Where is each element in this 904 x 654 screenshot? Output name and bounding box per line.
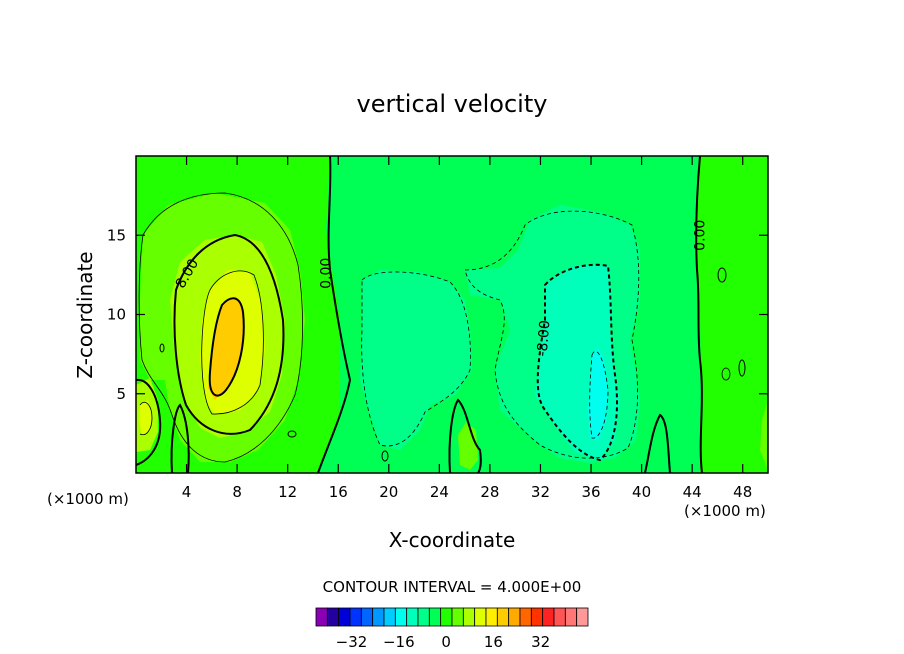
colorbar-swatch (542, 607, 555, 627)
colorbar-swatch (485, 607, 498, 627)
colorbar-tick-label: 32 (531, 633, 550, 651)
y-axis: 5 10 15 (107, 226, 768, 403)
contour-line-zero-lower-left (170, 403, 190, 474)
y-tick-label: 10 (107, 306, 126, 324)
x-tick-label: 20 (379, 483, 398, 501)
colorbar-swatch (428, 607, 442, 627)
x-axis: 4 8 12 16 20 24 28 32 36 40 44 48 (182, 156, 752, 501)
contour-line-pos12 (201, 270, 264, 415)
colorbar-swatch (576, 607, 589, 627)
field-region-neg12 (588, 348, 608, 440)
x-unit-right: (×1000 m) (684, 502, 766, 520)
colorbar-swatch (349, 607, 362, 627)
colorbar-swatch (508, 607, 521, 627)
field-region-neg4-left (360, 270, 472, 450)
colorbar-tick-label: −16 (383, 633, 415, 651)
contour-line-zero-left-lobe (135, 378, 162, 466)
colorbar-swatch (360, 607, 374, 627)
x-tick-label: 48 (733, 483, 752, 501)
contour-small-4 (287, 430, 297, 438)
x-tick-label: 24 (430, 483, 449, 501)
colorbar-swatch (394, 607, 408, 627)
contour-label: 0.00 (693, 220, 709, 251)
x-unit-left: (×1000 m) (47, 490, 129, 508)
x-tick-label: 40 (632, 483, 651, 501)
contour-line-left-lobe-core (139, 401, 153, 436)
contour-line-zero-mid-lobe (448, 398, 482, 474)
contour-line-pos8 (173, 233, 285, 435)
colorbar-swatch (451, 607, 464, 627)
contour-label: 0.00 (319, 258, 335, 289)
contour-line-zero-left (317, 155, 352, 474)
colorbar-tick-label: 0 (441, 633, 451, 651)
contour-line-neg8 (536, 263, 618, 462)
x-tick-label: 36 (581, 483, 600, 501)
contour-line-neg12 (589, 350, 609, 439)
colorbar-swatch (372, 607, 385, 627)
colorbar-swatch (383, 607, 396, 627)
colorbar-swatch (496, 607, 510, 627)
contour-line-zero-right (695, 155, 703, 474)
colorbar-swatch (564, 607, 578, 627)
x-tick-label: 44 (683, 483, 702, 501)
x-tick-label: 8 (232, 483, 242, 501)
contour-label: -8.00 (534, 320, 553, 357)
colorbar-swatch (338, 607, 351, 627)
contour-small-5 (381, 450, 389, 462)
negative-contours (361, 210, 640, 462)
y-tick-label: 5 (116, 385, 126, 403)
y-axis-label: Z-coordinate (73, 251, 97, 378)
x-tick-label: 12 (278, 483, 297, 501)
contour-line-zero-lower-right (644, 413, 671, 474)
x-tick-label: 4 (182, 483, 192, 501)
contour-line-neg4-right (464, 210, 640, 459)
contour-small-3 (738, 359, 746, 377)
colorbar-swatch (530, 607, 544, 627)
plot-area (135, 155, 769, 474)
colorbar-swatch (440, 607, 453, 627)
x-axis-label: X-coordinate (389, 528, 516, 552)
field-region-left-lobe-core (139, 400, 152, 436)
colorbar-tick-label: −32 (336, 633, 368, 651)
colorbar-swatch (474, 607, 487, 627)
contour-line-neg4-left (361, 271, 471, 447)
colorbar: −32 −16 0 16 32 (315, 607, 589, 651)
colorbar-swatch (462, 607, 476, 627)
colorbar-swatch (315, 607, 328, 627)
chart-title: vertical velocity (357, 90, 548, 118)
field-region-lobe-26 (458, 422, 478, 470)
contour-interval-text: CONTOUR INTERVAL = 4.000E+00 (323, 578, 582, 596)
colorbar-swatch (519, 607, 532, 627)
colorbar-tick-label: 16 (484, 633, 503, 651)
contour-line-pos4 (138, 192, 303, 463)
contour-small-6 (159, 343, 165, 353)
contour-line-pos16 (208, 297, 245, 397)
contour-small-1 (717, 267, 727, 283)
y-tick-label: 15 (107, 226, 126, 244)
field-region-right-edge (760, 400, 768, 470)
x-tick-label: 32 (531, 483, 550, 501)
x-tick-label: 28 (480, 483, 499, 501)
colorbar-swatch (326, 607, 340, 627)
colorbar-swatch (417, 607, 430, 627)
contour-small-2 (721, 367, 731, 381)
colorbar-swatch (553, 607, 566, 627)
colorbar-swatch (406, 607, 419, 627)
x-tick-label: 16 (329, 483, 348, 501)
